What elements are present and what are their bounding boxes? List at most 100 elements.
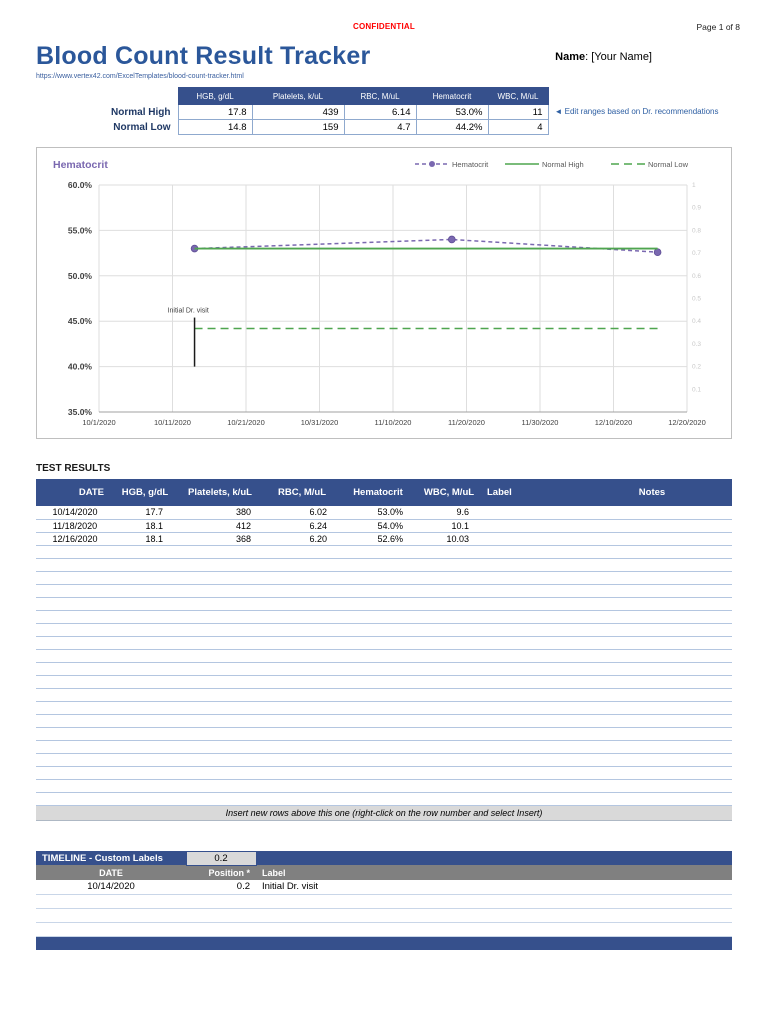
timeline-empty-row (36, 908, 732, 923)
results-cell (340, 623, 416, 637)
results-empty-row (36, 584, 732, 598)
results-empty-row (36, 740, 732, 754)
results-cell (264, 792, 340, 806)
results-cell (36, 662, 114, 676)
results-cell (572, 545, 732, 559)
results-cell (114, 649, 176, 663)
results-cell (416, 662, 482, 676)
results-empty-row (36, 662, 732, 676)
results-cell (416, 688, 482, 702)
results-cell: 17.7 (114, 506, 176, 520)
results-cell (340, 701, 416, 715)
ranges-column-header: Hematocrit (415, 87, 489, 105)
results-cell (482, 649, 572, 663)
timeline-cell (186, 922, 256, 937)
results-cell (176, 649, 264, 663)
results-cell (416, 714, 482, 728)
results-cell (340, 792, 416, 806)
results-cell (36, 792, 114, 806)
results-cell (264, 558, 340, 572)
svg-text:0.5: 0.5 (692, 296, 701, 303)
chart-svg: 60.0%55.0%50.0%45.0%40.0%35.0%10/1/2020 1… (53, 159, 706, 427)
results-cell (36, 610, 114, 624)
results-cell (416, 753, 482, 767)
results-cell (36, 675, 114, 689)
results-cell (114, 688, 176, 702)
results-cell (572, 571, 732, 585)
results-cell (482, 506, 572, 520)
ranges-row: Normal Low 14.8 159 4.7 44.2% 4 (105, 119, 549, 135)
results-cell (482, 558, 572, 572)
results-empty-row (36, 623, 732, 637)
results-cell (416, 675, 482, 689)
results-cell: 9.6 (416, 506, 482, 520)
results-cell (416, 558, 482, 572)
svg-text:55.0%: 55.0% (68, 225, 93, 235)
results-cell (340, 714, 416, 728)
results-cell (482, 623, 572, 637)
svg-text:11/10/2020: 11/10/2020 (375, 418, 412, 427)
results-cell (36, 779, 114, 793)
results-cell (114, 753, 176, 767)
results-cell: 412 (176, 519, 264, 533)
timeline-column-header: DATE (36, 865, 186, 880)
results-cell (340, 597, 416, 611)
timeline-title-fill (256, 851, 732, 865)
results-empty-row (36, 792, 732, 806)
results-column-header: Platelets, k/uL (176, 479, 264, 506)
results-cell (416, 610, 482, 624)
range-row-label: Normal High (111, 106, 171, 118)
svg-text:11/20/2020: 11/20/2020 (448, 418, 485, 427)
results-cell (264, 701, 340, 715)
name-label: Name (555, 50, 586, 63)
results-cell (176, 753, 264, 767)
results-cell (482, 714, 572, 728)
results-cell (340, 545, 416, 559)
results-cell (482, 766, 572, 780)
results-cell (36, 766, 114, 780)
results-cell (264, 766, 340, 780)
range-value-cell: 14.8 (177, 119, 253, 135)
svg-text:35.0%: 35.0% (68, 407, 93, 417)
timeline-cell (36, 922, 186, 937)
page-header: CONFIDENTIAL Page 1 of 8 (36, 22, 740, 35)
results-cell (114, 662, 176, 676)
results-cell (416, 623, 482, 637)
document-page: CONFIDENTIAL Page 1 of 8 Blood Count Res… (36, 22, 740, 950)
results-cell (264, 636, 340, 650)
results-cell (572, 675, 732, 689)
results-cell (36, 623, 114, 637)
name-field: Name: [Your Name] (555, 51, 652, 63)
results-cell (176, 662, 264, 676)
results-cell (176, 623, 264, 637)
results-empty-row (36, 701, 732, 715)
results-cell (572, 597, 732, 611)
results-cell (36, 597, 114, 611)
results-cell (482, 610, 572, 624)
results-cell (36, 740, 114, 754)
results-cell (416, 636, 482, 650)
results-column-header: RBC, M/uL (264, 479, 340, 506)
results-cell (36, 714, 114, 728)
insert-row-note: Insert new rows above this one (right-cl… (36, 804, 732, 821)
results-cell: 10.1 (416, 519, 482, 533)
results-cell (340, 766, 416, 780)
results-cell (36, 571, 114, 585)
range-value-cell: 4.7 (343, 119, 417, 135)
results-cell (572, 532, 732, 546)
results-cell (340, 662, 416, 676)
svg-text:12/10/2020: 12/10/2020 (595, 418, 633, 427)
results-cell (572, 701, 732, 715)
results-cell (482, 727, 572, 741)
results-cell (264, 688, 340, 702)
results-cell (176, 727, 264, 741)
template-url-link[interactable]: https://www.vertex42.com/ExcelTemplates/… (36, 73, 244, 80)
timeline-title-row: TIMELINE - Custom Labels 0.2 (36, 850, 732, 866)
results-cell (416, 571, 482, 585)
results-empty-row (36, 571, 732, 585)
results-cell: 6.24 (264, 519, 340, 533)
timeline-column-header: Label (256, 865, 732, 880)
results-cell (482, 584, 572, 598)
results-empty-row (36, 714, 732, 728)
results-cell (482, 662, 572, 676)
